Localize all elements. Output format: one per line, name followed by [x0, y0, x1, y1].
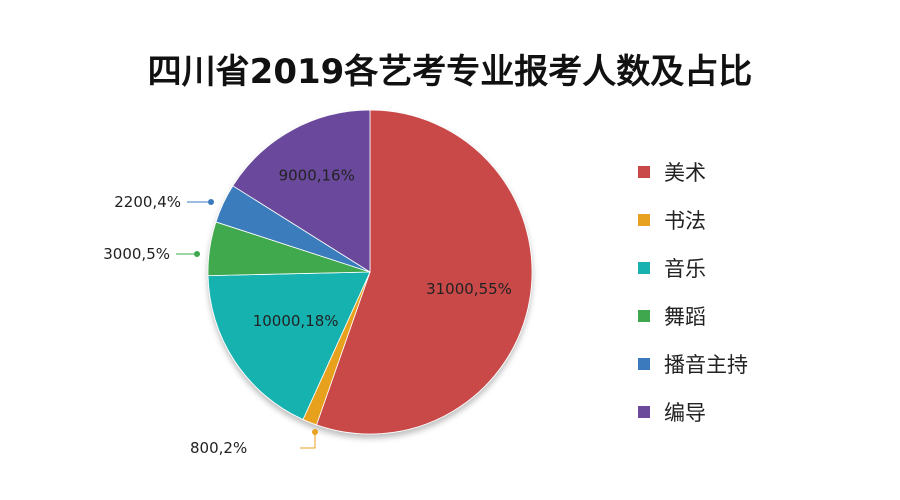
legend-item-4: 播音主持: [638, 340, 748, 388]
leader-line-1: [300, 432, 316, 449]
legend: 美术 书法 音乐 舞蹈 播音主持 编导: [638, 148, 748, 436]
pie-slice-5: [232, 109, 371, 273]
legend-swatch: [638, 262, 650, 274]
data-label-4: 2200,4%: [114, 193, 181, 211]
legend-label: 编导: [664, 401, 706, 425]
legend-label: 书法: [664, 209, 706, 233]
legend-item-1: 书法: [638, 196, 748, 244]
leader-dot-1: [312, 429, 318, 435]
legend-swatch: [638, 166, 650, 178]
pie-slices: [207, 109, 533, 435]
legend-item-2: 音乐: [638, 244, 748, 292]
pie-data-labels: 31000,55% 800,2% 10000,18% 3000,5% 2200,4% 90…: [103, 167, 512, 457]
pie-slice-2: [207, 271, 371, 421]
data-label-2: 10000,18%: [253, 312, 339, 330]
leader-dot-3: [194, 251, 200, 257]
legend-swatch: [638, 358, 650, 370]
data-label-5: 9000,16%: [279, 167, 355, 185]
chart-title: 四川省2019各艺考专业报考人数及占比: [147, 52, 753, 92]
data-label-3: 3000,5%: [103, 245, 170, 263]
data-label-0: 31000,55%: [426, 280, 512, 298]
legend-label: 播音主持: [664, 353, 748, 377]
legend-swatch: [638, 214, 650, 226]
legend-label: 音乐: [664, 257, 706, 281]
leader-dot-4: [208, 199, 214, 205]
legend-item-3: 舞蹈: [638, 292, 748, 340]
legend-swatch: [638, 406, 650, 418]
legend-swatch: [638, 310, 650, 322]
legend-label: 美术: [664, 161, 706, 185]
legend-item-5: 编导: [638, 388, 748, 436]
data-label-1: 800,2%: [190, 439, 247, 457]
legend-item-0: 美术: [638, 148, 748, 196]
legend-label: 舞蹈: [664, 305, 706, 329]
